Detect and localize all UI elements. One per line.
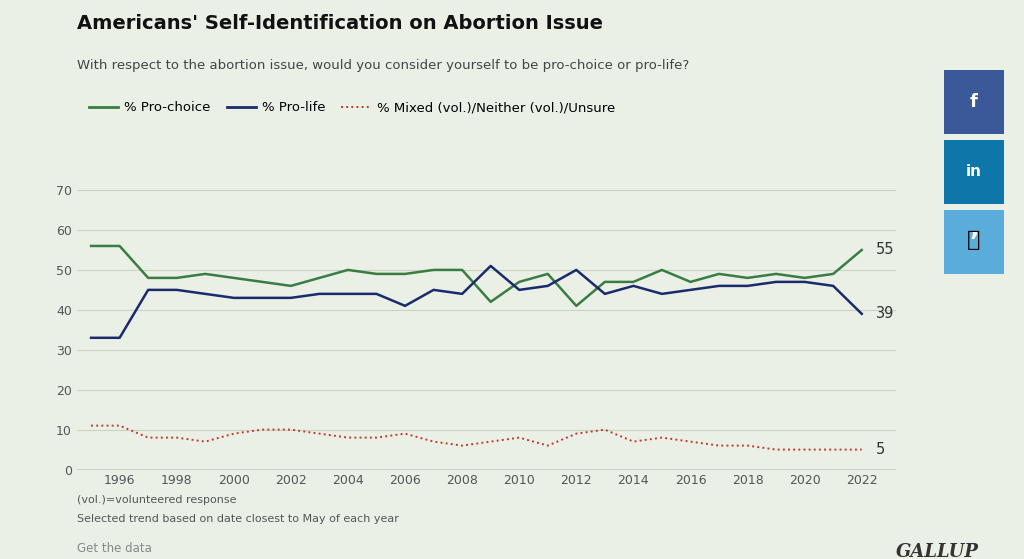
Text: 5: 5	[876, 442, 886, 457]
Text: GALLUP: GALLUP	[896, 543, 979, 559]
Text: With respect to the abortion issue, would you consider yourself to be pro-choice: With respect to the abortion issue, woul…	[77, 59, 689, 72]
Text: 🐦: 🐦	[967, 230, 981, 250]
Text: 55: 55	[876, 243, 895, 258]
Text: ’: ’	[969, 230, 979, 254]
Legend: % Pro-choice, % Pro-life, % Mixed (vol.)/Neither (vol.)/Unsure: % Pro-choice, % Pro-life, % Mixed (vol.)…	[83, 96, 621, 120]
Text: Selected trend based on date closest to May of each year: Selected trend based on date closest to …	[77, 514, 398, 524]
Text: f: f	[970, 93, 978, 111]
Text: (vol.)=volunteered response: (vol.)=volunteered response	[77, 495, 237, 505]
Text: Get the data: Get the data	[77, 542, 152, 555]
Text: in: in	[966, 164, 982, 179]
Text: Americans' Self-Identification on Abortion Issue: Americans' Self-Identification on Aborti…	[77, 14, 603, 33]
Text: 39: 39	[876, 306, 894, 321]
